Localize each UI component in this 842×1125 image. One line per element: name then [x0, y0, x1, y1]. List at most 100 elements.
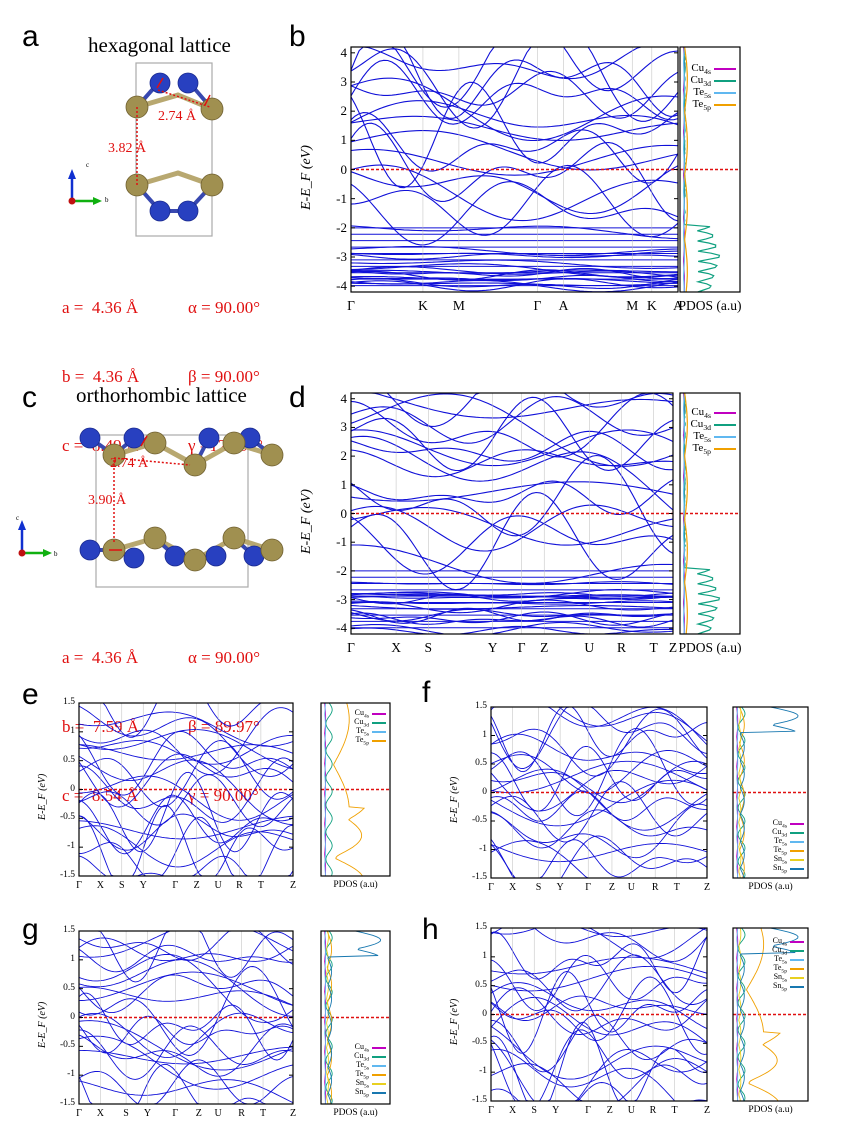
- legend-label: Cu3d: [690, 418, 711, 433]
- band-line: [350, 164, 679, 222]
- band-line: [350, 396, 674, 444]
- ytick-label: 4: [340, 390, 348, 406]
- band-line: [490, 1039, 708, 1102]
- xtick-label: Z: [195, 1108, 202, 1119]
- band-line: [350, 282, 679, 287]
- xtick-label: X: [508, 882, 517, 893]
- legend-swatch: [372, 1047, 386, 1049]
- legend-swatch: [714, 80, 736, 83]
- band-line: [350, 581, 674, 586]
- legend-item-te5p: Te5p: [680, 442, 736, 456]
- band-line: [350, 393, 674, 467]
- band-line: [79, 1046, 294, 1065]
- legend-item-te5s: Te5s: [321, 726, 386, 738]
- xtick-label: T: [649, 640, 658, 655]
- ytick-label: 2: [340, 448, 348, 464]
- legend-item-cu4s: Cu4s: [680, 406, 736, 420]
- legend-item-te5s: Te5s: [321, 1060, 386, 1072]
- structure-c-interlayer: 3.90 Å: [88, 493, 127, 508]
- band-line: [78, 971, 294, 1006]
- band-line: [490, 1014, 708, 1073]
- xtick-label: Z: [289, 880, 297, 891]
- band-plot-frame: [78, 930, 294, 1105]
- legend-item-te5s: Te5s: [733, 836, 804, 848]
- band-line: [350, 115, 679, 141]
- band-line: [350, 278, 679, 292]
- legend-swatch: [790, 859, 804, 861]
- band-line: [490, 706, 708, 742]
- legend-swatch: [372, 722, 386, 724]
- band-line: [350, 449, 674, 478]
- band-line: [490, 840, 707, 879]
- band-line: [351, 589, 674, 599]
- band-line: [350, 594, 674, 599]
- band-line: [78, 986, 294, 1006]
- xtick-label: Z: [540, 640, 549, 655]
- band-line: [490, 982, 708, 1030]
- legend-item-cu3d: Cu3d: [680, 418, 736, 432]
- xtick-label: T: [257, 880, 264, 891]
- xtick-label: Y: [552, 1105, 560, 1116]
- band-line: [78, 1023, 294, 1077]
- ytick-label: 1: [482, 950, 487, 961]
- ytick-label: 0.5: [475, 758, 487, 768]
- xtick-label: Z: [193, 880, 200, 891]
- ytick-label: 1: [70, 953, 75, 964]
- pdos-axis-label: PDOS (a.u): [678, 640, 742, 655]
- band-line: [490, 760, 708, 794]
- legend-swatch: [790, 977, 804, 979]
- band-line: [351, 46, 679, 108]
- xtick-label: Z: [703, 882, 711, 893]
- legend-label: Te5p: [692, 442, 711, 457]
- band-line: [350, 625, 674, 635]
- pdos-axis-label: PDOS (a.u): [748, 882, 793, 892]
- legend-label: Sn5s: [773, 972, 787, 984]
- band-line: [350, 481, 674, 502]
- ytick-label: 1: [482, 729, 487, 740]
- band-line: [490, 954, 707, 1012]
- legend-label: Sn5p: [772, 981, 787, 993]
- panel-label-a: a: [22, 20, 39, 53]
- band-line: [350, 604, 674, 610]
- band-line: [350, 454, 674, 554]
- panel-label-d: d: [289, 381, 306, 414]
- band-line: [490, 708, 708, 777]
- xtick-label: Γ: [533, 298, 542, 313]
- ytick-label: 0.5: [475, 979, 487, 990]
- param-alpha: α = 90.00°: [188, 648, 261, 667]
- band-line: [490, 1026, 708, 1080]
- structure-c-model: [18, 427, 284, 588]
- xtick-label: T: [673, 882, 680, 893]
- xtick-label: X: [96, 1108, 105, 1119]
- ytick-label: 0: [340, 161, 348, 177]
- band-line: [490, 996, 708, 1044]
- legend-item-te5s: Te5s: [733, 954, 804, 966]
- legend-label: Cu4s: [691, 62, 711, 77]
- ytick-label: 1.5: [63, 925, 75, 935]
- band-line: [350, 250, 679, 259]
- legend-item-cu4s: Cu4s: [321, 708, 386, 720]
- band-line: [350, 592, 674, 598]
- band-line: [350, 259, 679, 269]
- panel-label-g: g: [22, 913, 39, 946]
- legend-label: Cu4s: [354, 1042, 369, 1054]
- band-line: [350, 269, 679, 281]
- band-line: [490, 1058, 708, 1102]
- legend-label: Cu3d: [354, 717, 369, 729]
- legend-item-sn5p: Sn5p: [733, 981, 804, 993]
- ytick-label: 1: [70, 725, 75, 736]
- band-line: [490, 1021, 707, 1102]
- xtick-label: R: [238, 1108, 245, 1119]
- band-line: [78, 974, 294, 1014]
- band-line: [490, 956, 708, 975]
- xtick-label: Γ: [517, 640, 526, 655]
- band-line: [490, 965, 708, 992]
- band-line: [78, 992, 294, 1061]
- band-line: [350, 479, 674, 516]
- legend-swatch: [372, 713, 386, 715]
- legend-item-cu4s: Cu4s: [321, 1042, 386, 1054]
- band-line: [350, 621, 674, 635]
- band-line: [79, 930, 294, 983]
- legend-swatch: [714, 104, 736, 107]
- ytick-label: -0.5: [471, 815, 487, 825]
